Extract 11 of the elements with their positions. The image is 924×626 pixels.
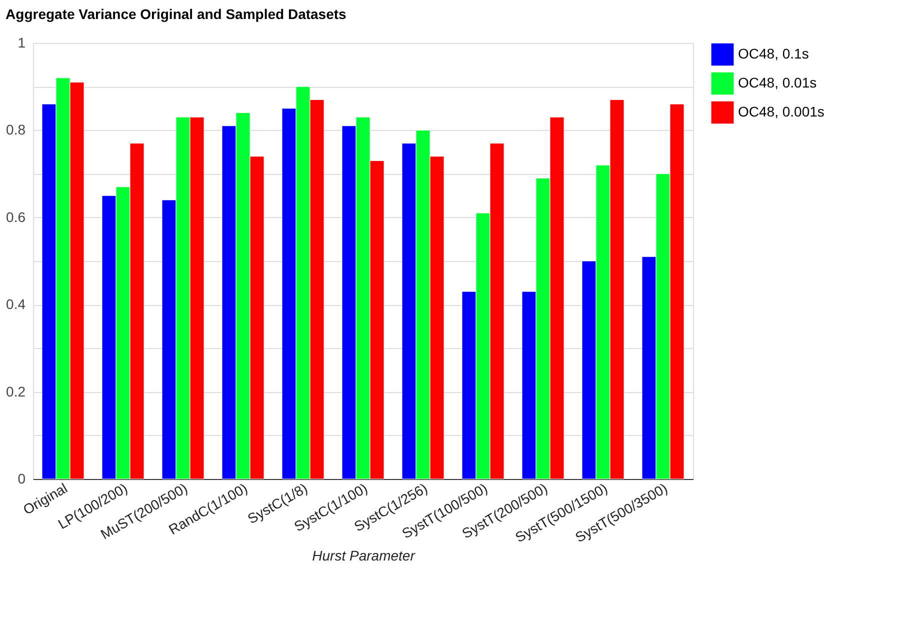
- legend-label: OC48, 0.1s: [738, 46, 809, 62]
- chart-title: Aggregate Variance Original and Sampled Datasets: [6, 6, 347, 22]
- y-tick-label: 0.6: [6, 208, 26, 225]
- y-tick-label: 0.4: [6, 296, 26, 312]
- y-tick-label: 1: [18, 34, 26, 50]
- legend-label: OC48, 0.01s: [738, 74, 817, 90]
- legend-label: OC48, 0.001s: [738, 104, 824, 120]
- y-tick-label: 0.8: [6, 122, 26, 138]
- x-axis-title: Hurst Parameter: [312, 547, 416, 564]
- y-tick-label: 0: [18, 470, 26, 486]
- y-tick-label: 0.2: [6, 383, 26, 400]
